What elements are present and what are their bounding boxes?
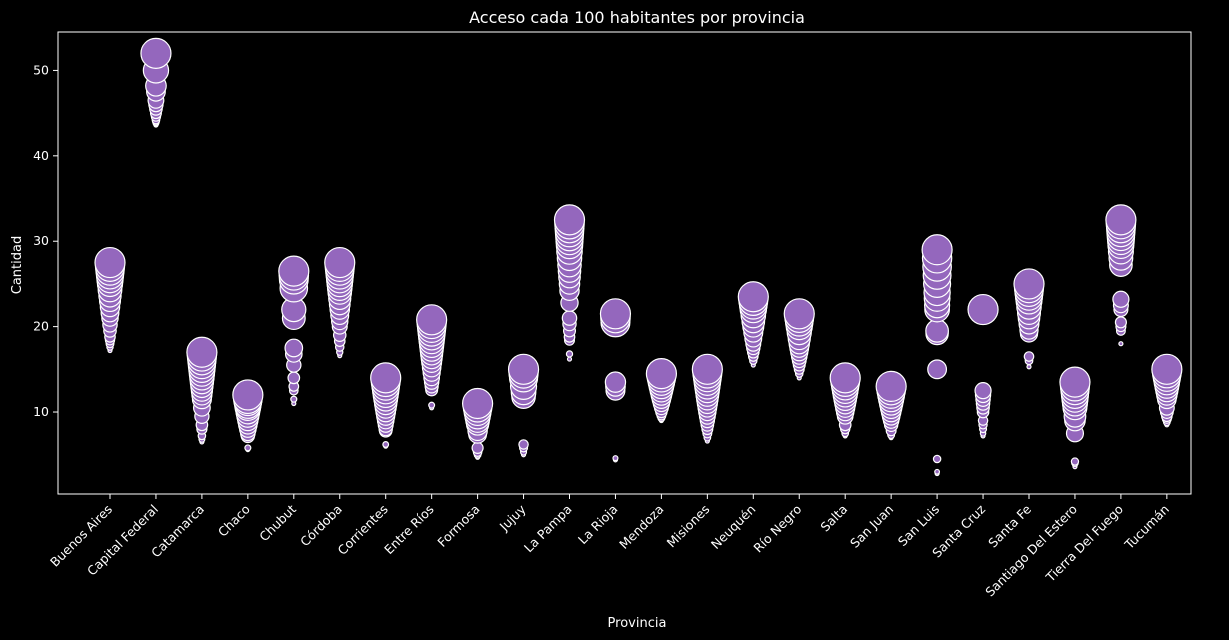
- data-point: [278, 255, 310, 287]
- data-point: [645, 357, 678, 390]
- data-point: [94, 246, 126, 279]
- data-point: [1059, 366, 1091, 398]
- y-tick-label: 10: [33, 404, 49, 419]
- data-point: [140, 37, 172, 69]
- data-point: [566, 356, 573, 362]
- y-tick-label: 50: [33, 62, 49, 77]
- data-point: [287, 371, 301, 385]
- data-point: [553, 204, 586, 236]
- data-point: [934, 468, 941, 475]
- data-point: [1013, 268, 1045, 300]
- data-point: [370, 362, 402, 394]
- y-axis: 10 20 30 40 50: [33, 62, 58, 419]
- data-point: [925, 319, 949, 343]
- data-point: [612, 455, 619, 462]
- points-layer: [94, 37, 1183, 477]
- data-point: [1023, 351, 1035, 362]
- data-point: [324, 246, 356, 279]
- data-point: [691, 353, 723, 385]
- data-point: [1112, 290, 1130, 308]
- data-point: [875, 370, 907, 402]
- data-point: [1151, 353, 1183, 385]
- data-point: [462, 387, 494, 420]
- data-point: [232, 379, 264, 411]
- y-axis-label: Cantidad: [10, 236, 25, 294]
- plot-frame: [57, 31, 1192, 495]
- y-tick-label: 30: [33, 233, 49, 248]
- data-point: [1105, 204, 1137, 236]
- data-point: [471, 441, 484, 454]
- y-tick-label: 20: [33, 319, 49, 334]
- data-point: [507, 353, 540, 385]
- data-point: [1114, 316, 1127, 329]
- data-point: [284, 338, 304, 358]
- data-point: [561, 310, 578, 326]
- data-point: [927, 359, 948, 380]
- data-point: [604, 371, 627, 393]
- data-point: [186, 336, 218, 368]
- data-point: [974, 382, 992, 400]
- data-point: [565, 350, 574, 358]
- chart-title: Acceso cada 100 habitantes por provincia: [469, 8, 805, 27]
- data-point: [737, 281, 769, 313]
- data-point: [518, 439, 529, 450]
- data-point: [932, 454, 942, 464]
- data-point: [967, 293, 999, 326]
- data-point: [382, 441, 390, 448]
- y-tick-label: 40: [33, 148, 49, 163]
- data-point: [416, 304, 448, 336]
- data-point: [829, 362, 861, 394]
- data-point: [1070, 457, 1080, 466]
- data-point: [1026, 364, 1032, 370]
- x-axis-label: Provincia: [608, 616, 667, 631]
- data-point: [1118, 341, 1124, 347]
- data-point: [783, 298, 815, 330]
- data-point: [428, 401, 436, 409]
- data-point: [290, 395, 298, 403]
- data-point: [599, 298, 632, 330]
- data-point: [244, 444, 252, 452]
- data-point: [921, 234, 953, 266]
